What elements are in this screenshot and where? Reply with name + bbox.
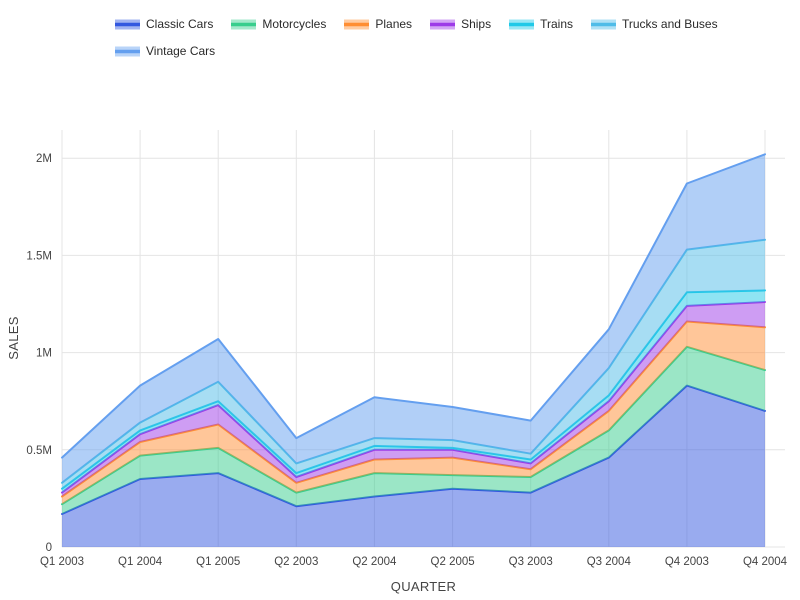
x-tick-label: Q2 2004 — [352, 556, 397, 568]
legend-item[interactable]: Classic Cars — [115, 17, 213, 31]
y-tick-label: 0.5M — [26, 445, 52, 457]
legend-label: Classic Cars — [146, 17, 214, 31]
y-axis-title: SALES — [6, 316, 21, 360]
area-planes[interactable] — [62, 321, 765, 505]
legend-label: Motorcycles — [262, 17, 327, 31]
area-vintage-cars[interactable] — [62, 154, 765, 483]
y-tick-label: 2M — [36, 153, 52, 165]
x-tick-label: Q4 2004 — [743, 556, 788, 568]
area-motorcycles[interactable] — [62, 346, 765, 514]
x-tick-label: Q3 2004 — [587, 556, 632, 568]
legend-swatch-icon — [115, 19, 140, 29]
legend-swatch-icon — [591, 19, 616, 29]
legend-label: Ships — [461, 17, 492, 31]
area-ships[interactable] — [62, 302, 765, 497]
x-tick-label: Q1 2005 — [196, 556, 240, 568]
y-tick-label: 0 — [46, 542, 52, 554]
legend-swatch-icon — [509, 19, 535, 29]
legend-label: Trains — [540, 17, 573, 31]
y-tick-label: 1M — [36, 348, 52, 360]
x-tick-label: Q3 2003 — [509, 556, 553, 568]
legend-item[interactable]: Trains — [509, 17, 573, 31]
legend-swatch-icon — [231, 19, 257, 29]
legend-label: Vintage Cars — [146, 44, 216, 58]
y-tick-label: 1.5M — [26, 250, 52, 262]
legend-label: Trucks and Buses — [622, 17, 718, 31]
legend-item[interactable]: Vintage Cars — [115, 44, 215, 58]
x-tick-label: Q1 2004 — [118, 556, 163, 568]
legend: Classic Cars Motorcycles Planes Ships Trains… — [115, 17, 743, 58]
legend-swatch-icon — [115, 46, 140, 56]
line-vintage-cars[interactable] — [61, 153, 766, 459]
x-tick-label: Q1 2003 — [40, 556, 84, 568]
legend-label: Planes — [375, 17, 413, 31]
x-axis-title: QUARTER — [390, 579, 457, 594]
x-tick-label: Q2 2003 — [274, 556, 318, 568]
area-trucks-and-buses[interactable] — [62, 239, 765, 489]
legend-swatch-icon — [430, 19, 456, 29]
area-classic-cars[interactable] — [62, 385, 765, 547]
legend-item[interactable]: Trucks and Buses — [591, 17, 718, 31]
x-tick-label: Q2 2005 — [431, 556, 475, 568]
legend-item[interactable]: Ships — [430, 17, 491, 31]
legend-item[interactable]: Motorcycles — [231, 17, 326, 31]
x-tick-label: Q4 2003 — [665, 556, 709, 568]
legend-swatch-icon — [344, 19, 370, 29]
legend-item[interactable]: Planes — [344, 17, 412, 31]
